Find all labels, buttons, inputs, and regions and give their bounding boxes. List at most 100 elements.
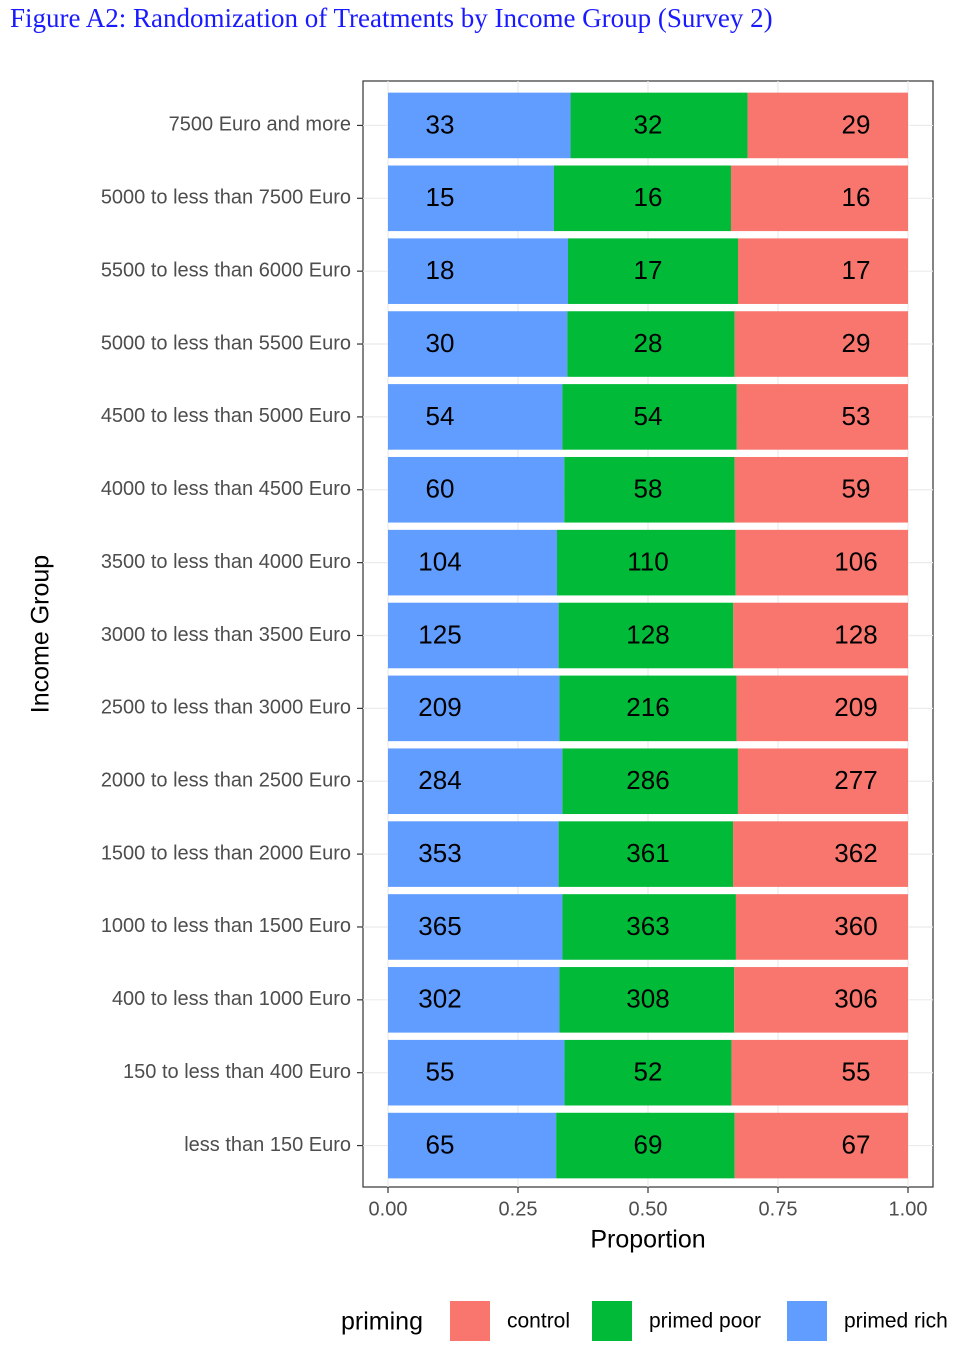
bar-segment [557, 529, 736, 596]
data-label: 55 [842, 1057, 871, 1087]
y-tick-label: 150 to less than 400 Euro [123, 1061, 351, 1083]
bar-segment [570, 92, 748, 159]
y-tick-label: 5000 to less than 7500 Euro [101, 187, 351, 209]
bar-segment [747, 92, 908, 159]
bar-segment [388, 894, 563, 960]
y-tick-label: 5000 to less than 5500 Euro [101, 332, 351, 354]
y-tick-label: 4500 to less than 5000 Euro [101, 405, 351, 427]
legend-key [787, 1301, 827, 1341]
bar-segment [562, 748, 738, 815]
bar-segment [737, 748, 908, 815]
bar-segment [738, 238, 908, 304]
bar-segment [388, 1112, 557, 1179]
data-label: 128 [834, 619, 877, 649]
bar-segment [567, 311, 735, 377]
data-label: 53 [842, 401, 871, 431]
data-label: 28 [634, 328, 663, 358]
data-label: 69 [634, 1129, 663, 1159]
data-label: 306 [834, 984, 877, 1014]
y-tick-label: 3500 to less than 4000 Euro [101, 551, 351, 573]
bar-segment [388, 165, 554, 232]
bar-segment [388, 675, 560, 742]
data-label: 128 [626, 619, 669, 649]
data-label: 286 [626, 765, 669, 795]
data-label: 353 [418, 838, 461, 868]
data-label: 29 [842, 109, 871, 139]
bar-segment [562, 384, 737, 450]
bar-segment [734, 456, 908, 523]
data-label: 16 [634, 182, 663, 212]
data-label: 277 [834, 765, 877, 795]
y-tick-label: 2500 to less than 3000 Euro [101, 697, 351, 719]
data-label: 16 [842, 182, 871, 212]
data-label: 17 [842, 255, 871, 285]
x-tick-label: 0.00 [369, 1198, 408, 1220]
bar-segment [388, 602, 559, 669]
y-axis-label: Income Group [27, 555, 55, 713]
bar-segment [736, 384, 908, 450]
bar-segment [388, 311, 568, 377]
data-label: 363 [626, 911, 669, 941]
bar-segment [731, 1039, 908, 1106]
x-tick-label: 0.75 [759, 1198, 798, 1220]
bar-segment [559, 675, 737, 742]
x-tick-label: 1.00 [889, 1198, 928, 1220]
legend-key [450, 1301, 490, 1341]
data-label: 54 [426, 401, 455, 431]
data-label: 308 [626, 984, 669, 1014]
legend-title: priming [341, 1308, 423, 1336]
legend-label: primed poor [649, 1310, 761, 1333]
legend-label: control [507, 1310, 570, 1333]
data-label: 284 [418, 765, 461, 795]
bar-segment [733, 821, 908, 887]
data-label: 54 [634, 401, 663, 431]
x-tick-label: 0.50 [629, 1198, 668, 1220]
data-label: 65 [426, 1129, 455, 1159]
x-axis-label: Proportion [590, 1226, 705, 1254]
bar-segment [556, 1112, 735, 1179]
data-label: 33 [426, 109, 455, 139]
bar-segment [562, 894, 736, 960]
legend-key [592, 1301, 632, 1341]
bar-segment [388, 92, 571, 159]
data-label: 32 [634, 109, 663, 139]
data-label: 302 [418, 984, 461, 1014]
y-tick-label: 3000 to less than 3500 Euro [101, 624, 351, 646]
data-label: 67 [842, 1129, 871, 1159]
bar-segment [553, 165, 731, 232]
bar-segment [734, 967, 908, 1033]
data-label: 106 [834, 547, 877, 577]
bar-segment [568, 238, 738, 304]
y-tick-label: 7500 Euro and more [169, 114, 351, 136]
bar-segment [733, 602, 908, 669]
bar-segment [388, 967, 560, 1033]
data-label: 15 [426, 182, 455, 212]
data-label: 17 [634, 255, 663, 285]
bar-segment [558, 602, 734, 669]
data-label: 216 [626, 692, 669, 722]
bar-segment [559, 967, 735, 1033]
data-label: 365 [418, 911, 461, 941]
data-label: 110 [627, 547, 668, 577]
y-tick-label: less than 150 Euro [184, 1134, 351, 1156]
y-tick-label: 1500 to less than 2000 Euro [101, 842, 351, 864]
data-label: 360 [834, 911, 877, 941]
data-label: 29 [842, 328, 871, 358]
bar-segment [388, 529, 557, 596]
data-label: 362 [834, 838, 877, 868]
y-tick-label: 2000 to less than 2500 Euro [101, 770, 351, 792]
y-tick-label: 5500 to less than 6000 Euro [101, 259, 351, 281]
bar-segment [388, 456, 565, 523]
bar-segment [558, 821, 734, 887]
bar-segment [736, 675, 908, 742]
legend-label: primed rich [844, 1310, 948, 1333]
y-tick-label: 1000 to less than 1500 Euro [101, 915, 351, 937]
bar-segment [734, 1112, 908, 1179]
bar-segment [388, 384, 563, 450]
data-label: 59 [842, 474, 871, 504]
bar-segment [388, 748, 563, 815]
bar-segment [730, 165, 908, 232]
bar-segment [564, 456, 735, 523]
